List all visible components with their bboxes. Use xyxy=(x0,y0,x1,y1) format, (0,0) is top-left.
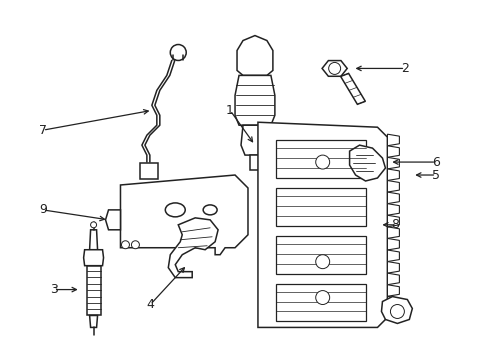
Polygon shape xyxy=(241,125,268,155)
Polygon shape xyxy=(386,262,399,273)
Text: 4: 4 xyxy=(146,298,154,311)
Circle shape xyxy=(315,291,329,305)
Polygon shape xyxy=(386,204,399,215)
Text: 2: 2 xyxy=(401,62,408,75)
Polygon shape xyxy=(89,315,98,328)
Polygon shape xyxy=(386,285,399,296)
Text: 9: 9 xyxy=(39,203,47,216)
Text: 1: 1 xyxy=(225,104,234,117)
Circle shape xyxy=(315,155,329,169)
Polygon shape xyxy=(386,146,399,157)
Polygon shape xyxy=(386,215,399,227)
Polygon shape xyxy=(83,250,103,266)
Text: 8: 8 xyxy=(390,218,399,231)
Polygon shape xyxy=(386,169,399,180)
Polygon shape xyxy=(322,60,346,76)
Polygon shape xyxy=(235,75,274,125)
Polygon shape xyxy=(386,308,399,319)
Polygon shape xyxy=(275,188,365,226)
Ellipse shape xyxy=(165,203,185,217)
Polygon shape xyxy=(386,192,399,204)
Circle shape xyxy=(389,305,404,319)
Circle shape xyxy=(90,222,96,228)
Circle shape xyxy=(328,62,340,75)
Polygon shape xyxy=(386,296,399,308)
Polygon shape xyxy=(386,157,399,169)
Polygon shape xyxy=(249,155,260,170)
Polygon shape xyxy=(340,73,365,104)
Polygon shape xyxy=(386,134,399,146)
Polygon shape xyxy=(386,273,399,285)
Polygon shape xyxy=(258,122,386,328)
Circle shape xyxy=(170,45,186,60)
Polygon shape xyxy=(386,250,399,262)
Circle shape xyxy=(121,241,129,249)
Polygon shape xyxy=(89,230,98,250)
Circle shape xyxy=(315,255,329,269)
Polygon shape xyxy=(86,266,101,315)
Polygon shape xyxy=(168,218,218,278)
Text: 6: 6 xyxy=(431,156,439,168)
Polygon shape xyxy=(386,238,399,250)
Text: 3: 3 xyxy=(50,283,58,296)
Ellipse shape xyxy=(203,205,217,215)
Text: 7: 7 xyxy=(39,124,47,137)
Polygon shape xyxy=(237,36,272,75)
Polygon shape xyxy=(386,180,399,192)
Polygon shape xyxy=(386,227,399,238)
Polygon shape xyxy=(120,175,247,255)
Circle shape xyxy=(131,241,139,249)
Polygon shape xyxy=(349,145,385,181)
Polygon shape xyxy=(275,284,365,321)
Polygon shape xyxy=(275,236,365,274)
Polygon shape xyxy=(381,297,411,323)
Text: 5: 5 xyxy=(431,168,439,181)
Polygon shape xyxy=(140,163,158,179)
Polygon shape xyxy=(275,140,365,178)
Polygon shape xyxy=(105,210,120,230)
